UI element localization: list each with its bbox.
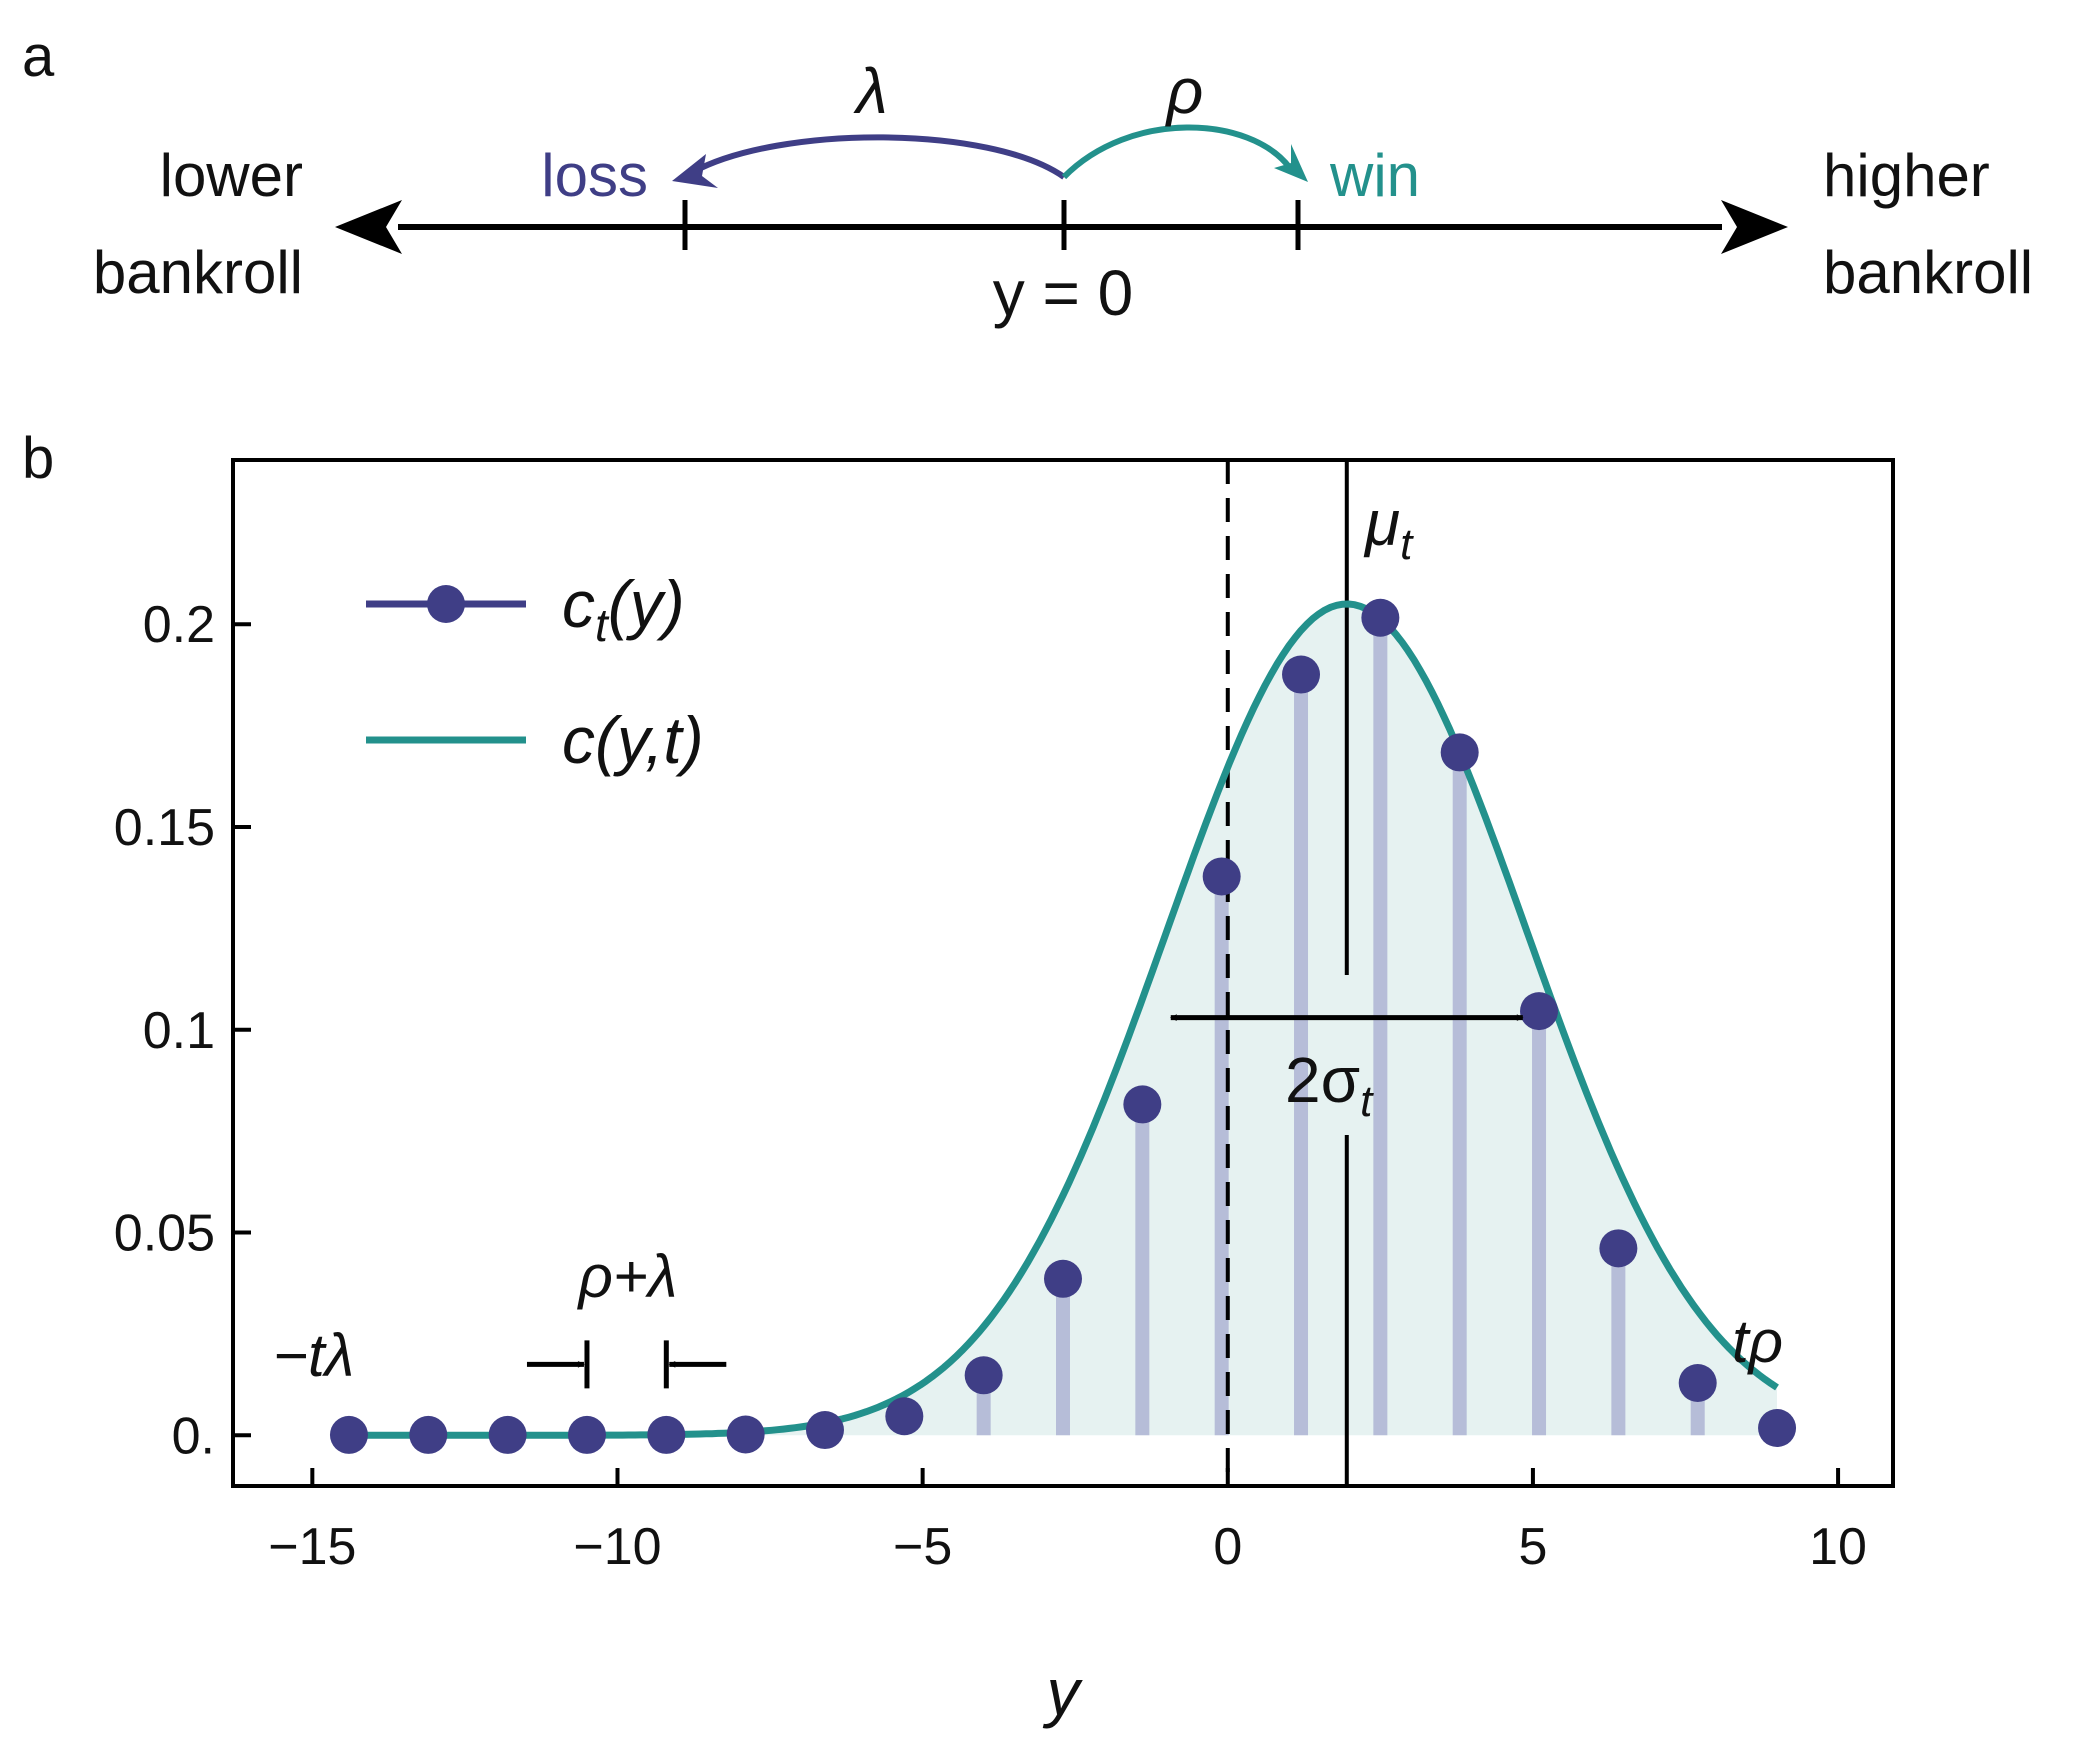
win-arrow (1061, 124, 1293, 180)
data-point (1044, 1259, 1082, 1298)
sigma-label: 2σt (1285, 1044, 1374, 1126)
data-point (1440, 733, 1479, 772)
annotations: μt 2σt −tλ tρ ρ+λ (273, 487, 1783, 1389)
origin-label: y = 0 (993, 257, 1134, 329)
curve-area (348, 604, 1778, 1436)
data-point (885, 1397, 924, 1436)
win-arrow-head (1274, 144, 1308, 182)
data-point (1520, 992, 1559, 1031)
panel-a: a lower bankroll higher bankroll loss wi… (22, 24, 2033, 329)
x-tick-label: −15 (268, 1518, 356, 1576)
legend-ct-main: c (562, 567, 595, 641)
neg-t-lambda-label: −tλ (273, 1322, 354, 1389)
plot-layer (329, 460, 1797, 1486)
sigma-main: 2σ (1285, 1044, 1360, 1116)
data-point (409, 1415, 448, 1454)
data-point (329, 1415, 368, 1454)
data-point (488, 1415, 527, 1454)
data-point (1361, 598, 1400, 637)
loss-arrow-head (672, 154, 718, 188)
y-tick-label: 0.1 (143, 1002, 215, 1060)
rho-label: ρ (1165, 55, 1204, 127)
legend: ct(y) c(y,t) (366, 567, 704, 777)
data-point (1123, 1085, 1162, 1124)
loss-label: loss (541, 142, 648, 209)
x-axis-label: y (1043, 1655, 1084, 1729)
higher-label: higher (1823, 142, 1990, 209)
mu-sub: t (1400, 520, 1414, 569)
x-tick-label: 0 (1213, 1518, 1242, 1576)
lambda-label: λ (853, 55, 888, 127)
data-point (964, 1356, 1003, 1395)
y-tick-label: 0.15 (114, 799, 215, 857)
x-tick-label: 5 (1518, 1518, 1547, 1576)
legend-cyt-main: c (562, 703, 595, 777)
bankroll-right-label: bankroll (1823, 239, 2033, 306)
loss-arrow (691, 134, 1066, 180)
legend-ct-sub: t (595, 599, 610, 651)
tick-layer: −15 −10 −5 0 5 10 0. 0.05 0.1 0.15 0.2 (114, 596, 1867, 1576)
mu-label: μt (1363, 487, 1414, 569)
plot-frame (231, 458, 1895, 1488)
panel-b-label: b (22, 426, 54, 491)
data-point (1758, 1409, 1797, 1448)
bankroll-left-label: bankroll (93, 239, 303, 306)
data-point (726, 1415, 765, 1454)
axis-left-arrowhead (335, 200, 402, 254)
t-rho-label: tρ (1732, 1308, 1783, 1375)
legend-marker-ct (427, 585, 465, 623)
y-tick-label: 0.05 (114, 1205, 215, 1263)
y-tick-label: 0.2 (143, 596, 215, 654)
data-point (567, 1415, 606, 1454)
data-point (1282, 655, 1321, 694)
legend-ct-rest: (y) (608, 567, 685, 641)
win-label: win (1329, 142, 1420, 209)
data-point (1678, 1363, 1717, 1402)
spacing-label: ρ+λ (577, 1243, 678, 1310)
x-tick-label: −5 (893, 1518, 952, 1576)
legend-entry-ct: ct(y) (562, 567, 685, 651)
x-tick-label: 10 (1809, 1518, 1867, 1576)
data-point (647, 1415, 686, 1454)
data-point (805, 1411, 844, 1450)
mu-main: μ (1363, 487, 1400, 559)
data-point (1202, 857, 1241, 896)
lower-label: lower (160, 142, 303, 209)
x-tick-label: −10 (573, 1518, 661, 1576)
legend-entry-cyt: c(y,t) (562, 703, 704, 777)
axis-right-arrowhead (1721, 200, 1788, 254)
data-point (1599, 1229, 1638, 1268)
panel-a-label: a (22, 24, 55, 89)
legend-cyt-rest: (y,t) (595, 703, 704, 777)
panel-b: b −15 −10 −5 0 5 100.0.050.10.150.2 y ct(y) c… (22, 426, 1895, 1729)
sigma-sub: t (1360, 1077, 1374, 1126)
y-tick-label: 0. (172, 1407, 215, 1465)
